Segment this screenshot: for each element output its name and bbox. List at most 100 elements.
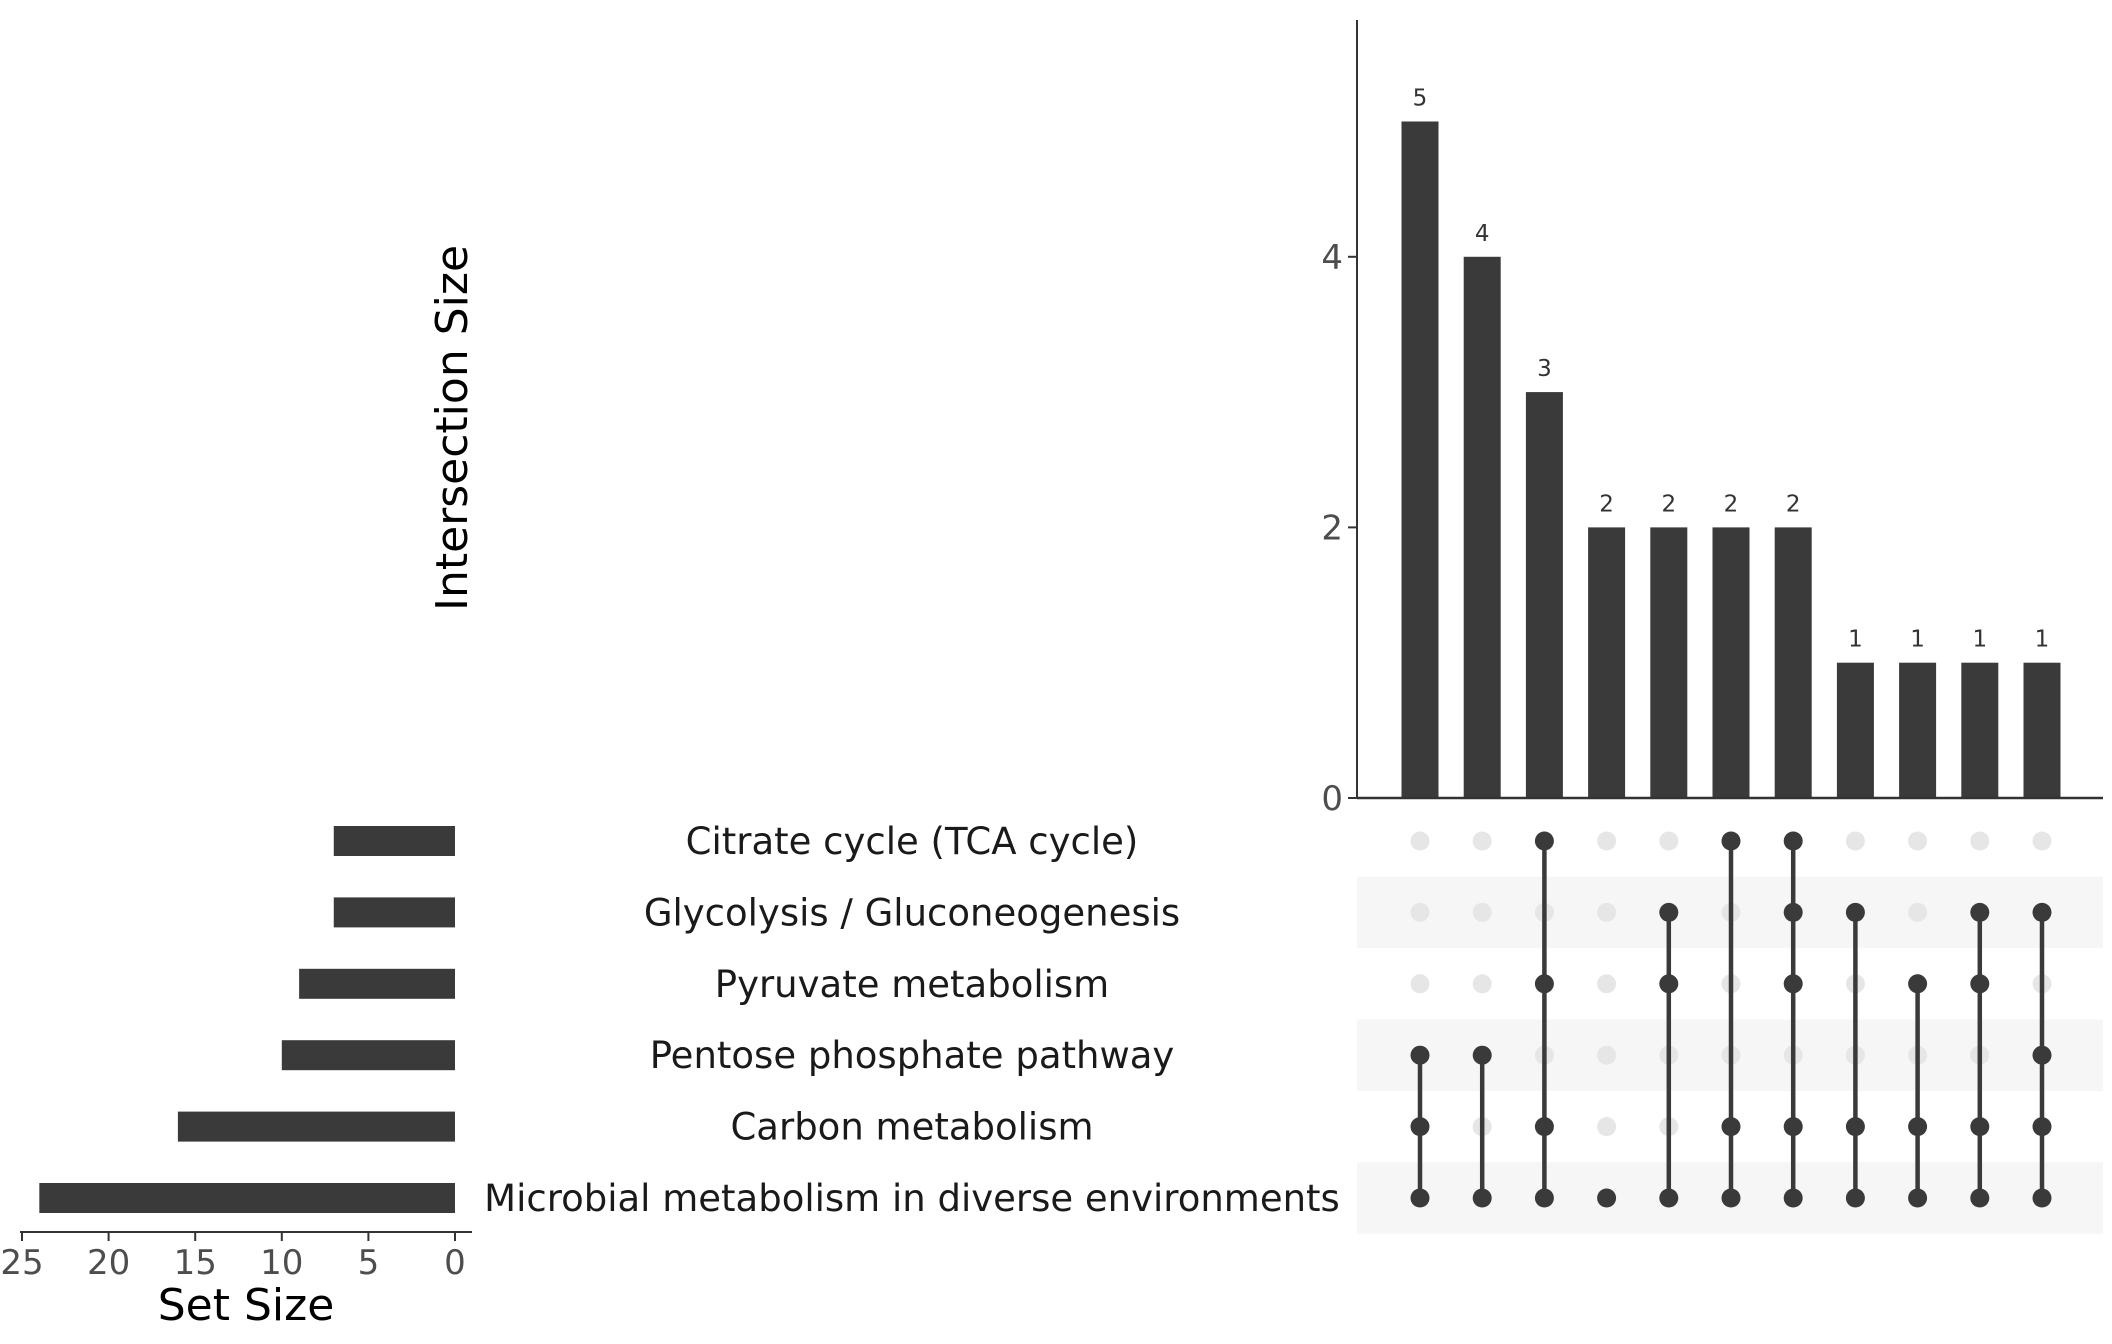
- set-size-axis: 25 20 15 10 5 0: [0, 1231, 472, 1283]
- matrix-dot-active: [1970, 1188, 1990, 1208]
- set-size-bar: [177, 1111, 455, 1142]
- membership-matrix: [1410, 831, 2052, 1208]
- intersection-bar: [1525, 392, 1563, 798]
- matrix-dot-inactive: [1908, 831, 1928, 851]
- matrix-dot-active: [1908, 1117, 1928, 1137]
- set-size-bar: [299, 968, 455, 999]
- set-name-labels: Citrate cycle (TCA cycle) Glycolysis / Gl…: [484, 820, 1340, 1220]
- intersection-bar-label: 1: [2035, 627, 2050, 653]
- intersection-bar-label: 1: [1848, 627, 1863, 653]
- matrix-dot-inactive: [2032, 831, 2052, 851]
- intersection-bar-label: 2: [1786, 491, 1801, 517]
- matrix-dot-active: [1659, 902, 1679, 922]
- matrix-dot-active: [1410, 1117, 1430, 1137]
- set-size-axis-tick-label: 5: [358, 1243, 380, 1283]
- matrix-dot-active: [1472, 1188, 1492, 1208]
- intersection-bar-label: 2: [1724, 491, 1739, 517]
- matrix-dot-active: [1534, 1117, 1554, 1137]
- set-size-axis-title: Set Size: [158, 1280, 335, 1331]
- intersection-bar-label: 4: [1475, 221, 1490, 247]
- intersection-bar-label: 2: [1661, 491, 1676, 517]
- intersection-bar-label: 5: [1413, 85, 1428, 111]
- intersection-bar-label: 1: [1910, 627, 1925, 653]
- matrix-dot-active: [1783, 902, 1803, 922]
- matrix-dot-active: [1659, 1188, 1679, 1208]
- set-name-label: Pyruvate metabolism: [715, 963, 1109, 1006]
- matrix-dot-inactive: [1410, 902, 1430, 922]
- intersection-axis-tick-label: 2: [1321, 508, 1343, 548]
- set-size-bar: [333, 897, 455, 928]
- matrix-dot-active: [1597, 1188, 1617, 1208]
- matrix-dot-active: [2032, 902, 2052, 922]
- set-size-axis-tick-label: 10: [260, 1243, 303, 1283]
- intersection-size-axis: 0 2 4: [1321, 20, 2103, 819]
- matrix-dot-active: [2032, 1188, 2052, 1208]
- matrix-dot-inactive: [1472, 974, 1492, 994]
- matrix-dot-inactive: [1659, 831, 1679, 851]
- intersection-bar: [1401, 121, 1439, 798]
- matrix-dot-active: [1534, 831, 1554, 851]
- intersection-bar-label: 2: [1599, 491, 1614, 517]
- intersection-bar: [1588, 527, 1626, 798]
- set-size-axis-tick-label: 25: [0, 1243, 43, 1283]
- matrix-dot-inactive: [1597, 1117, 1617, 1137]
- matrix-dot-inactive: [1410, 831, 1430, 851]
- matrix-dot-active: [1534, 974, 1554, 994]
- set-size-bar: [281, 1040, 455, 1071]
- intersection-size-axis-title: Intersection Size: [427, 245, 478, 611]
- matrix-dot-active: [1845, 1188, 1865, 1208]
- intersection-bar: [1650, 527, 1688, 798]
- matrix-dot-inactive: [1845, 831, 1865, 851]
- matrix-dot-inactive: [1410, 974, 1430, 994]
- intersection-bar: [1961, 662, 1999, 798]
- matrix-dot-active: [1721, 1117, 1741, 1137]
- matrix-dot-active: [1908, 974, 1928, 994]
- intersection-bar: [1463, 256, 1501, 799]
- matrix-dot-active: [1783, 1117, 1803, 1137]
- matrix-dot-inactive: [1908, 902, 1928, 922]
- set-size-axis-tick-label: 20: [87, 1243, 130, 1283]
- matrix-dot-active: [1970, 1117, 1990, 1137]
- intersection-bars: 5 4 3 2 2 2 2 1 1 1 1: [1401, 85, 2061, 799]
- set-size-bars: [39, 826, 455, 1213]
- set-size-axis-tick-label: 0: [444, 1243, 466, 1283]
- matrix-dot-active: [1908, 1188, 1928, 1208]
- set-name-label: Citrate cycle (TCA cycle): [686, 820, 1139, 863]
- matrix-dot-active: [1970, 902, 1990, 922]
- intersection-bar: [1774, 527, 1812, 798]
- matrix-dot-active: [1970, 974, 1990, 994]
- set-size-bar: [333, 826, 455, 856]
- matrix-dot-inactive: [1597, 831, 1617, 851]
- intersection-bar-label: 1: [1972, 627, 1987, 653]
- set-name-label: Pentose phosphate pathway: [650, 1034, 1175, 1077]
- intersection-bar-label: 3: [1537, 356, 1552, 382]
- matrix-dot-active: [2032, 1117, 2052, 1137]
- matrix-dot-active: [1783, 1188, 1803, 1208]
- matrix-dot-active: [1472, 1045, 1492, 1065]
- matrix-dot-inactive: [1970, 831, 1990, 851]
- intersection-bar: [1712, 527, 1750, 798]
- intersection-bar: [2023, 662, 2061, 798]
- set-size-axis-tick-label: 15: [174, 1243, 217, 1283]
- matrix-dot-inactive: [1472, 902, 1492, 922]
- intersection-bar: [1899, 662, 1937, 798]
- set-name-label: Microbial metabolism in diverse environm…: [484, 1177, 1340, 1220]
- matrix-dot-active: [2032, 1045, 2052, 1065]
- matrix-dot-active: [1783, 831, 1803, 851]
- matrix-dot-active: [1721, 831, 1741, 851]
- matrix-dot-active: [1410, 1045, 1430, 1065]
- intersection-bar: [1836, 662, 1874, 798]
- matrix-dot-inactive: [1597, 1045, 1617, 1065]
- matrix-dot-active: [1721, 1188, 1741, 1208]
- set-size-bar: [39, 1183, 455, 1213]
- matrix-dot-active: [1534, 1188, 1554, 1208]
- matrix-dot-active: [1410, 1188, 1430, 1208]
- set-name-label: Glycolysis / Gluconeogenesis: [644, 891, 1180, 934]
- matrix-dot-active: [1659, 974, 1679, 994]
- matrix-dot-active: [1783, 974, 1803, 994]
- matrix-dot-inactive: [1597, 902, 1617, 922]
- intersection-axis-tick-label: 0: [1321, 779, 1343, 819]
- set-name-label: Carbon metabolism: [730, 1106, 1093, 1149]
- matrix-dot-active: [1845, 1117, 1865, 1137]
